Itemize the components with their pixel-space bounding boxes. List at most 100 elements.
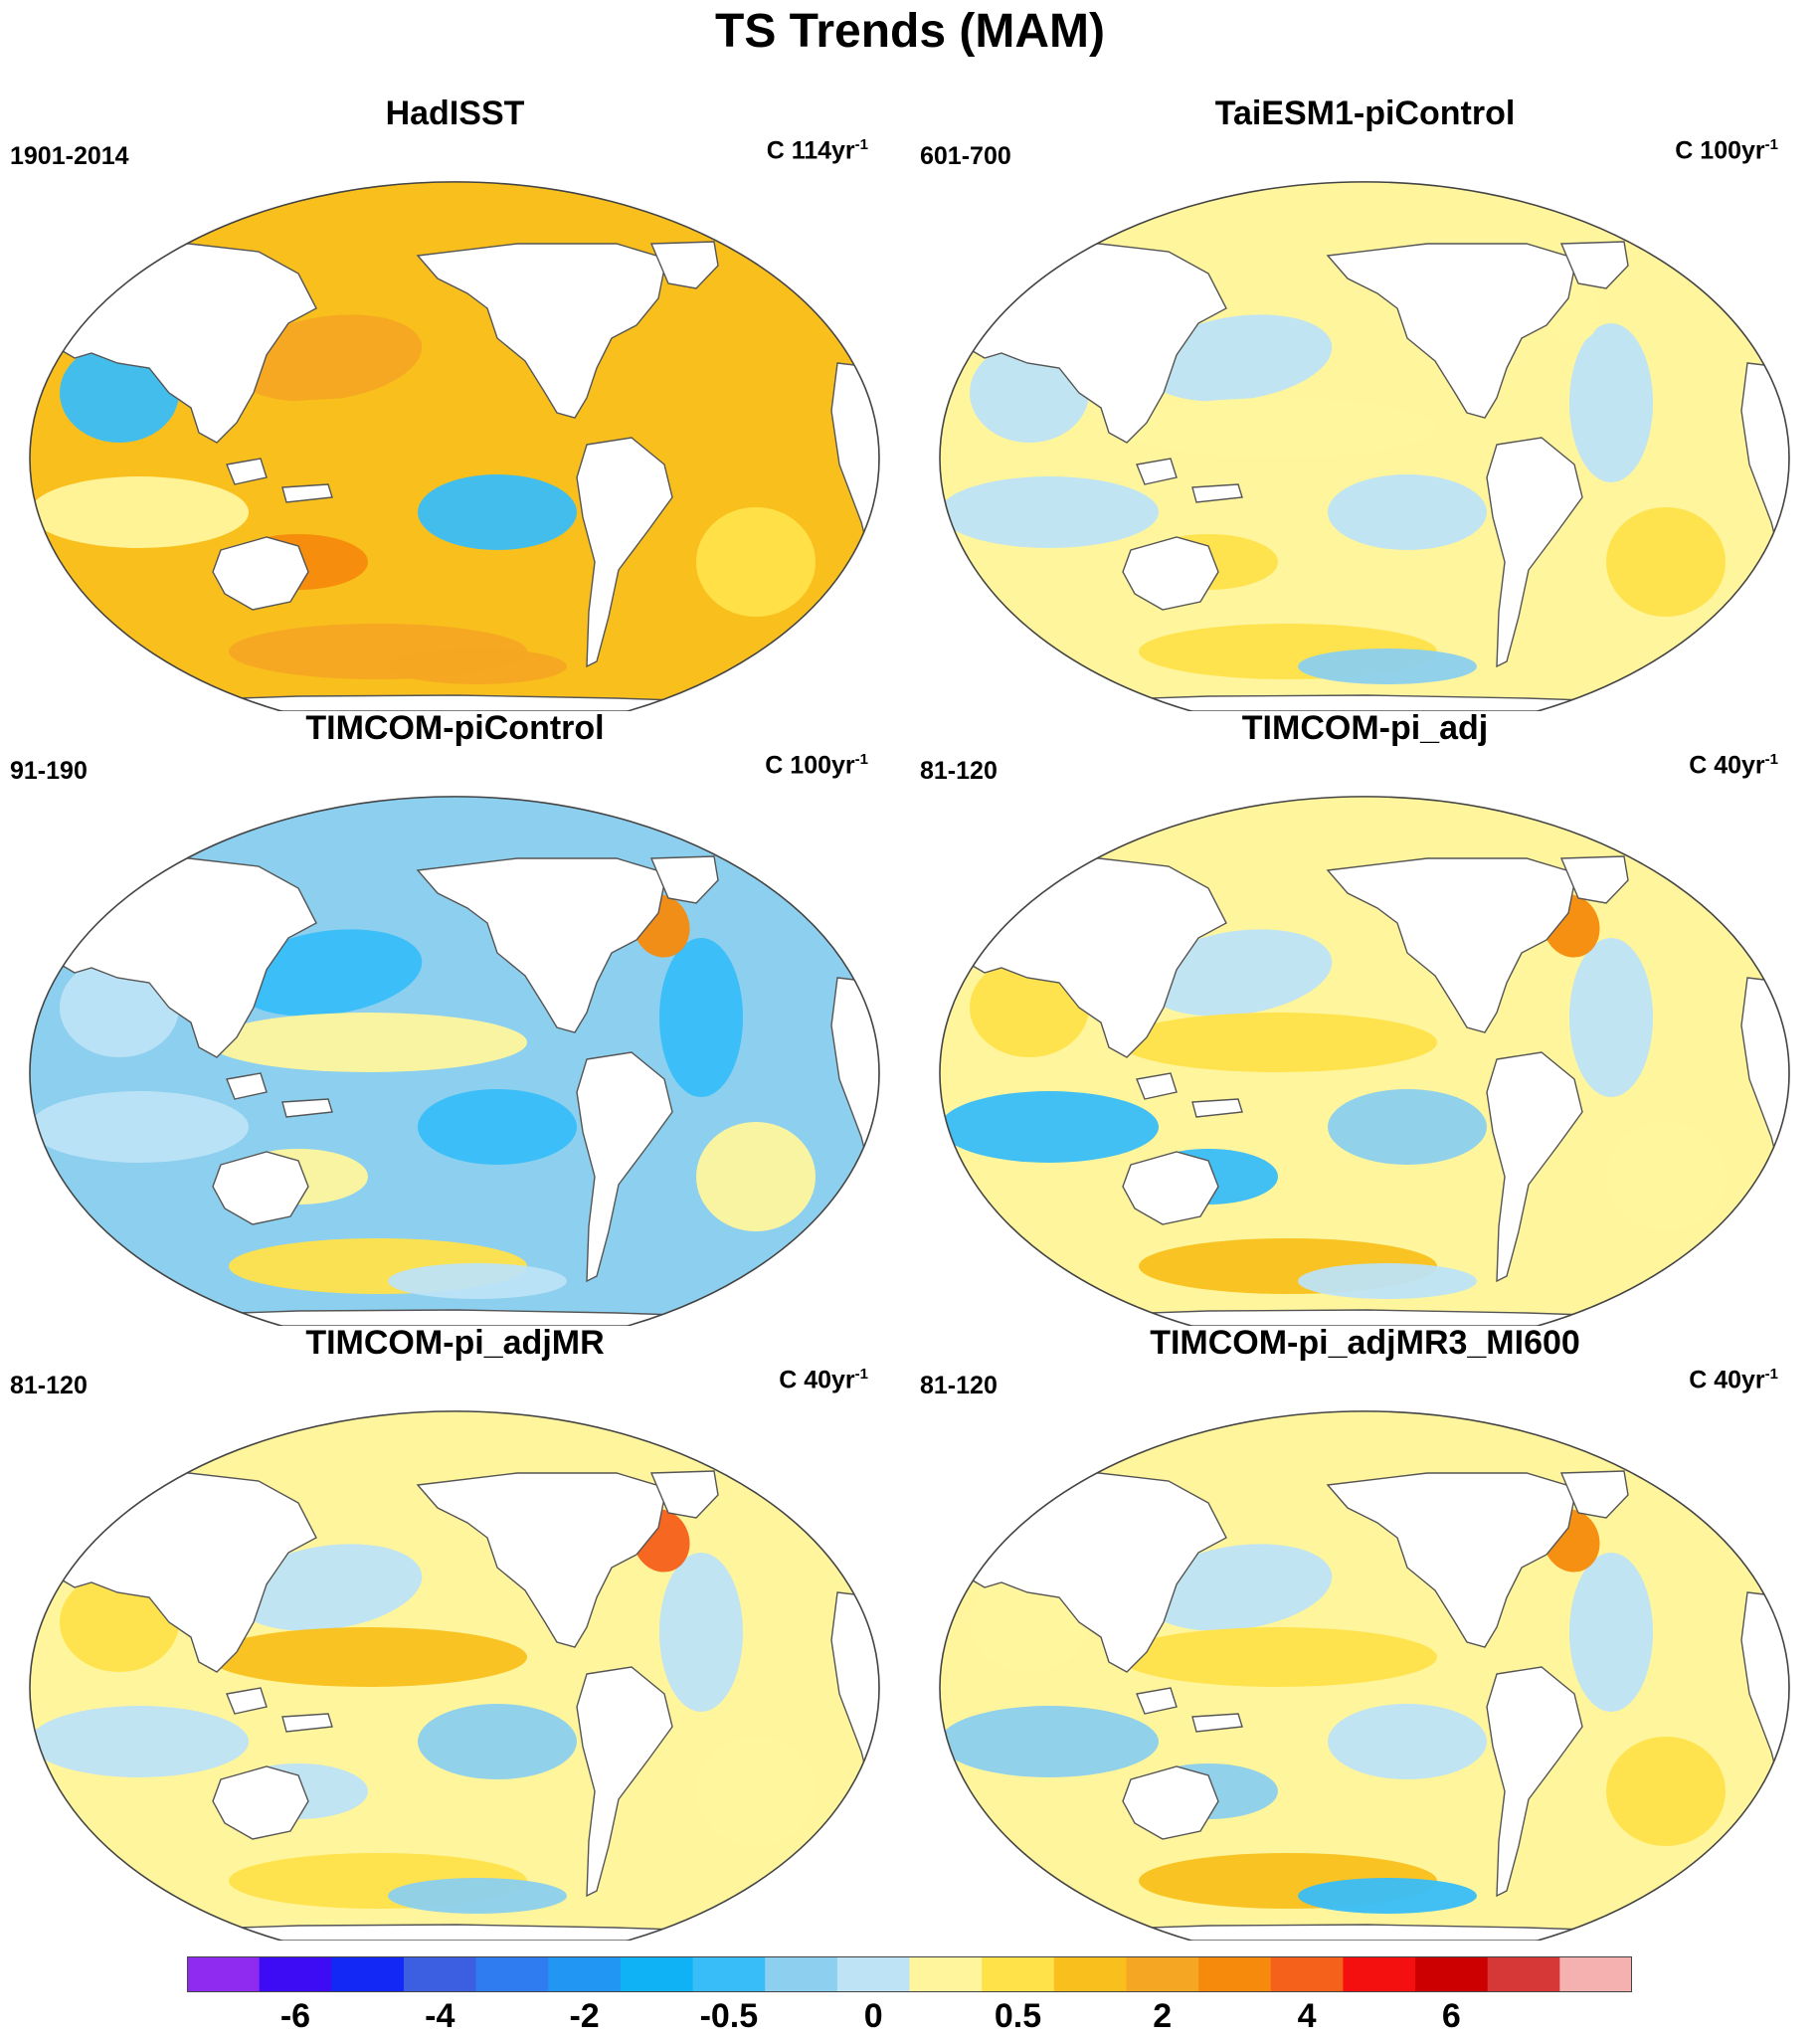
panel-period: 81-120: [10, 1372, 88, 1399]
land-mass: [1191, 1713, 1243, 1733]
land-mass: [1136, 1687, 1178, 1715]
colorbar-labels: -6 -4 -2 -0.5 0 0.5 2 4 6: [0, 1997, 1820, 2039]
map-border: [939, 1410, 1790, 1941]
world-map: [29, 796, 880, 1326]
colorbar-tick-label: 0: [863, 1997, 883, 2035]
panel-units: C 40yr-1: [1689, 751, 1778, 780]
land-mass: [226, 458, 268, 485]
colorbar-box: [765, 1956, 838, 1992]
anomaly-region: [209, 1627, 527, 1687]
panel-units: C 40yr-1: [1689, 1366, 1778, 1394]
land-mass: [576, 1666, 673, 1898]
world-map: [939, 1410, 1790, 1941]
colorbar-box: [836, 1956, 910, 1992]
map-border: [939, 796, 1790, 1326]
colorbar-box: [1415, 1956, 1489, 1992]
panel-hadisst: HadISST 1901-2014 C 114yr-1: [0, 94, 910, 711]
land-mass: [1559, 1470, 1629, 1519]
panel-timcom-pi-adjmr: TIMCOM-pi_adjMR 81-120 C 40yr-1: [0, 1324, 910, 1941]
colorbar-box: [259, 1956, 332, 1992]
anomaly-region: [1119, 398, 1437, 458]
anomaly-region: [659, 938, 743, 1097]
anomaly-region: [1606, 1122, 1726, 1231]
anomaly-region: [1569, 323, 1653, 482]
land-mass: [1122, 1151, 1219, 1225]
colorbar-box: [187, 1956, 261, 1992]
land-mass: [649, 1470, 719, 1519]
anomaly-region: [209, 398, 527, 458]
colorbar-tick-label: 4: [1297, 1997, 1317, 2035]
anomaly-region: [1328, 1704, 1487, 1779]
figure-title: TS Trends (MAM): [715, 5, 1105, 58]
anomaly-region: [1298, 1878, 1477, 1914]
anomaly-region: [696, 1737, 816, 1846]
panel-title: HadISST: [385, 94, 525, 132]
anomaly-region: [30, 1091, 249, 1163]
panel-period: 601-700: [920, 142, 1011, 170]
anomaly-region: [1119, 1013, 1437, 1072]
panel-period: 81-120: [920, 1372, 998, 1399]
anomaly-region: [1298, 1263, 1477, 1299]
colorbar-tick-label: -4: [425, 1997, 455, 2035]
panel-title: TIMCOM-pi_adj: [1241, 709, 1489, 747]
anomaly-region: [696, 1122, 816, 1231]
panel-units: C 100yr-1: [765, 751, 868, 780]
land-mass: [1559, 855, 1629, 904]
anomaly-region: [1606, 1737, 1726, 1846]
anomaly-region: [418, 1089, 577, 1165]
panel-taiesm1: TaiESM1-piControl 601-700 C 100yr-1: [910, 94, 1820, 711]
colorbar-box: [692, 1956, 766, 1992]
land-mass: [576, 437, 673, 668]
land-mass: [1559, 241, 1629, 289]
panel-period: 81-120: [920, 757, 998, 785]
colorbar-box: [548, 1956, 622, 1992]
colorbar: [187, 1956, 1632, 1992]
land-mass: [576, 1051, 673, 1283]
world-map: [29, 181, 880, 711]
colorbar-box: [1270, 1956, 1344, 1992]
map-border: [29, 796, 880, 1326]
anomaly-region: [418, 1704, 577, 1779]
panel-title: TIMCOM-pi_adjMR3_MI600: [1150, 1324, 1580, 1362]
world-map: [939, 181, 1790, 711]
anomaly-region: [30, 476, 249, 548]
panel-units: C 114yr-1: [766, 136, 868, 165]
land-mass: [212, 1151, 309, 1225]
colorbar-tick-label: -0.5: [699, 1997, 759, 2035]
colorbar-tick-label: 2: [1153, 1997, 1173, 2035]
land-mass: [1191, 1098, 1243, 1118]
anomaly-region: [940, 1091, 1159, 1163]
panel-title: TaiESM1-piControl: [1214, 94, 1516, 132]
colorbar-tick-label: 0.5: [994, 1997, 1042, 2035]
land-mass: [1486, 437, 1583, 668]
panel-title: TIMCOM-pi_adjMR: [305, 1324, 605, 1362]
land-mass: [281, 483, 333, 503]
anomaly-region: [388, 649, 567, 684]
colorbar-box: [1343, 1956, 1416, 1992]
land-mass: [1136, 1072, 1178, 1100]
colorbar-box: [403, 1956, 477, 1992]
anomaly-region: [388, 1878, 567, 1914]
map-border: [939, 181, 1790, 711]
anomaly-region: [696, 507, 816, 617]
anomaly-region: [418, 474, 577, 550]
colorbar-box: [620, 1956, 694, 1992]
colorbar-box: [1198, 1956, 1272, 1992]
land-mass: [1136, 458, 1178, 485]
anomaly-region: [659, 1553, 743, 1712]
panel-units: C 100yr-1: [1675, 136, 1778, 165]
anomaly-region: [234, 1544, 423, 1631]
land-mass: [226, 1687, 268, 1715]
land-mass: [1122, 1765, 1219, 1840]
colorbar-box: [1053, 1956, 1127, 1992]
land-mass: [649, 241, 719, 289]
anomaly-region: [30, 1706, 249, 1777]
land-mass: [212, 536, 309, 611]
anomaly-region: [234, 314, 423, 402]
panel-units: C 40yr-1: [779, 1366, 868, 1394]
panel-timcom-picontrol: TIMCOM-piControl 91-190 C 100yr-1: [0, 709, 910, 1326]
anomaly-region: [1569, 938, 1653, 1097]
anomaly-region: [1328, 474, 1487, 550]
colorbar-box: [331, 1956, 405, 1992]
colorbar-box: [475, 1956, 549, 1992]
